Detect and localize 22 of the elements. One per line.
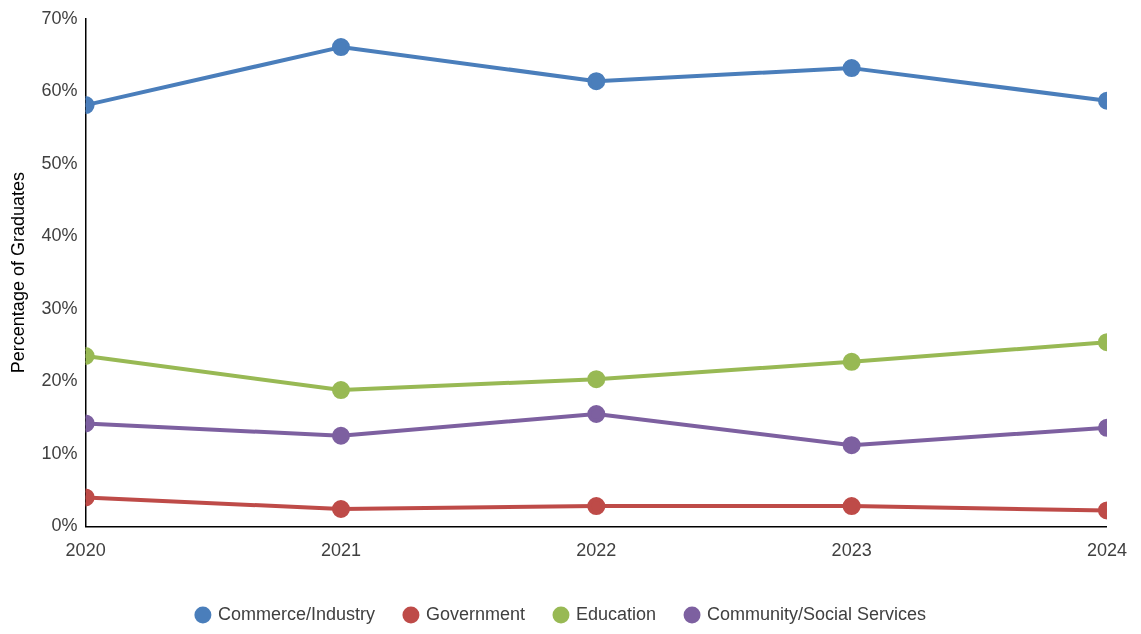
y-tick-label: 50%: [41, 152, 78, 173]
y-tick-label: 10%: [41, 442, 78, 463]
y-tick-label: 70%: [41, 7, 78, 28]
x-tick-label: 2021: [320, 540, 361, 561]
y-tick-label: 40%: [41, 225, 78, 246]
y-tick-label: 0%: [51, 515, 78, 536]
legend-label: Education: [575, 603, 657, 624]
point: [587, 497, 606, 516]
point: [587, 405, 606, 423]
legend-label: Commerce/Industry: [217, 603, 375, 624]
y-tick-label: 30%: [41, 297, 78, 318]
x-tick-label: 2024: [1086, 540, 1127, 561]
legend-label: Government: [425, 603, 525, 624]
point: [587, 72, 606, 91]
point: [587, 370, 606, 389]
y-tick-label: 60%: [41, 80, 78, 101]
legend-label: Community/Social Services: [707, 603, 927, 624]
x-tick-label: 2020: [65, 540, 106, 561]
x-tick-label: 2022: [576, 540, 617, 561]
y-axis-title: Percentage of Graduates: [7, 172, 28, 374]
y-tick-label: 20%: [41, 370, 78, 391]
x-tick-label: 2023: [831, 540, 872, 561]
